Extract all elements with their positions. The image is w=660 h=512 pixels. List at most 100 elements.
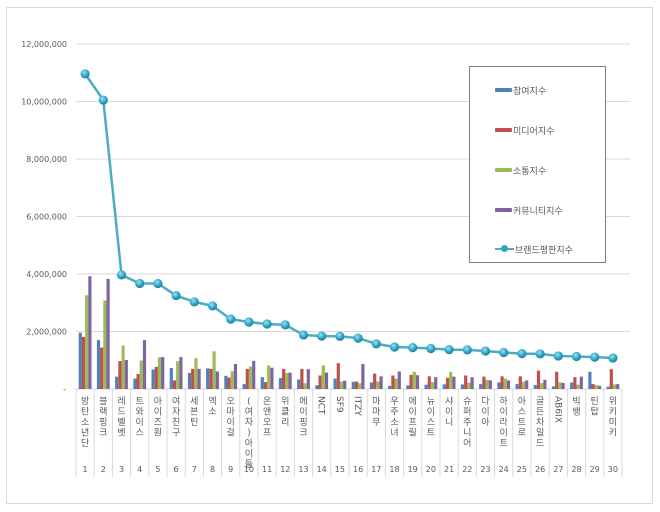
x-rank-label: 13 (298, 465, 308, 474)
bar (427, 376, 431, 389)
bar (230, 371, 234, 389)
bar (318, 375, 322, 389)
x-rank-label: 1 (83, 465, 88, 474)
line-marker (135, 278, 145, 289)
line-marker (317, 331, 327, 341)
bar (248, 366, 253, 389)
y-tick-label: - (63, 385, 66, 394)
bar (179, 357, 183, 389)
line-marker (462, 345, 472, 355)
x-rank-label: 7 (192, 465, 197, 474)
line-marker (280, 320, 290, 330)
bar (497, 382, 501, 389)
line-marker (590, 352, 600, 362)
bar (278, 378, 283, 389)
bar (297, 379, 301, 389)
bar (209, 368, 213, 389)
legend-item-community: 커뮤니티지수 (495, 203, 563, 217)
x-rank-label: 15 (335, 465, 345, 474)
line-marker (553, 351, 563, 361)
bar (518, 376, 522, 389)
bar (336, 363, 340, 389)
x-rank-label: 24 (499, 465, 509, 474)
bar (434, 377, 438, 389)
bar (324, 372, 329, 389)
bar (536, 370, 541, 389)
legend-swatch-red-icon (495, 128, 512, 132)
bar (333, 378, 337, 389)
x-rank-label: 3 (119, 465, 124, 474)
line-marker (426, 343, 436, 354)
legend-item-media: 미디어지수 (495, 123, 554, 137)
bar (100, 347, 104, 389)
bar (315, 385, 319, 389)
line-marker (207, 301, 218, 311)
legend-swatch-blue-icon (495, 88, 512, 92)
bar (479, 384, 483, 389)
legend-swatch-purple-icon (495, 208, 512, 212)
bar (212, 351, 216, 389)
legend-item-brand-reputation: 브랜드평판지수 (495, 242, 573, 256)
legend-label: 커뮤니티지수 (513, 206, 563, 217)
bar (503, 378, 507, 389)
bar (121, 345, 125, 389)
bar (85, 295, 89, 389)
line-marker (371, 339, 381, 349)
bar (609, 369, 613, 389)
line-marker (98, 95, 108, 105)
bar (597, 385, 602, 389)
x-rank-label: 20 (426, 465, 436, 474)
bar (488, 380, 492, 389)
y-tick-label: 2,000,000 (26, 328, 67, 337)
bar (191, 368, 195, 389)
bar (351, 381, 355, 389)
bar (397, 371, 401, 389)
bar (515, 384, 519, 389)
legend-label: 소통지수 (513, 166, 547, 177)
bar (573, 377, 577, 389)
bar (321, 365, 325, 389)
line-marker (444, 345, 454, 355)
bar (391, 375, 395, 389)
bar (300, 368, 304, 389)
bar (521, 381, 526, 389)
bar (485, 379, 489, 389)
bar (187, 372, 192, 389)
x-rank-label: 25 (517, 465, 527, 474)
line-marker (189, 297, 199, 307)
line-marker (226, 314, 236, 324)
line-marker (480, 346, 491, 356)
bar (172, 380, 177, 389)
x-rank-label: 26 (535, 465, 545, 474)
x-category-label: ITZY (352, 396, 362, 416)
x-rank-label: 18 (389, 465, 399, 474)
bar (124, 359, 128, 389)
bar (445, 377, 450, 389)
bar (525, 380, 529, 389)
bar (506, 380, 511, 389)
bar (543, 379, 547, 389)
legend-label: 참여지수 (513, 86, 547, 97)
bar (409, 374, 413, 389)
x-rank-label: 4 (137, 465, 142, 474)
x-rank-label: 28 (571, 465, 581, 474)
x-rank-label: 23 (480, 465, 490, 474)
bar (442, 384, 446, 389)
line-marker (171, 290, 181, 301)
bar (303, 383, 307, 389)
bar (136, 374, 140, 389)
line-marker (262, 319, 272, 329)
bar (464, 375, 468, 389)
x-rank-label: 14 (317, 465, 327, 474)
x-category-label: AB6IX (552, 396, 562, 423)
